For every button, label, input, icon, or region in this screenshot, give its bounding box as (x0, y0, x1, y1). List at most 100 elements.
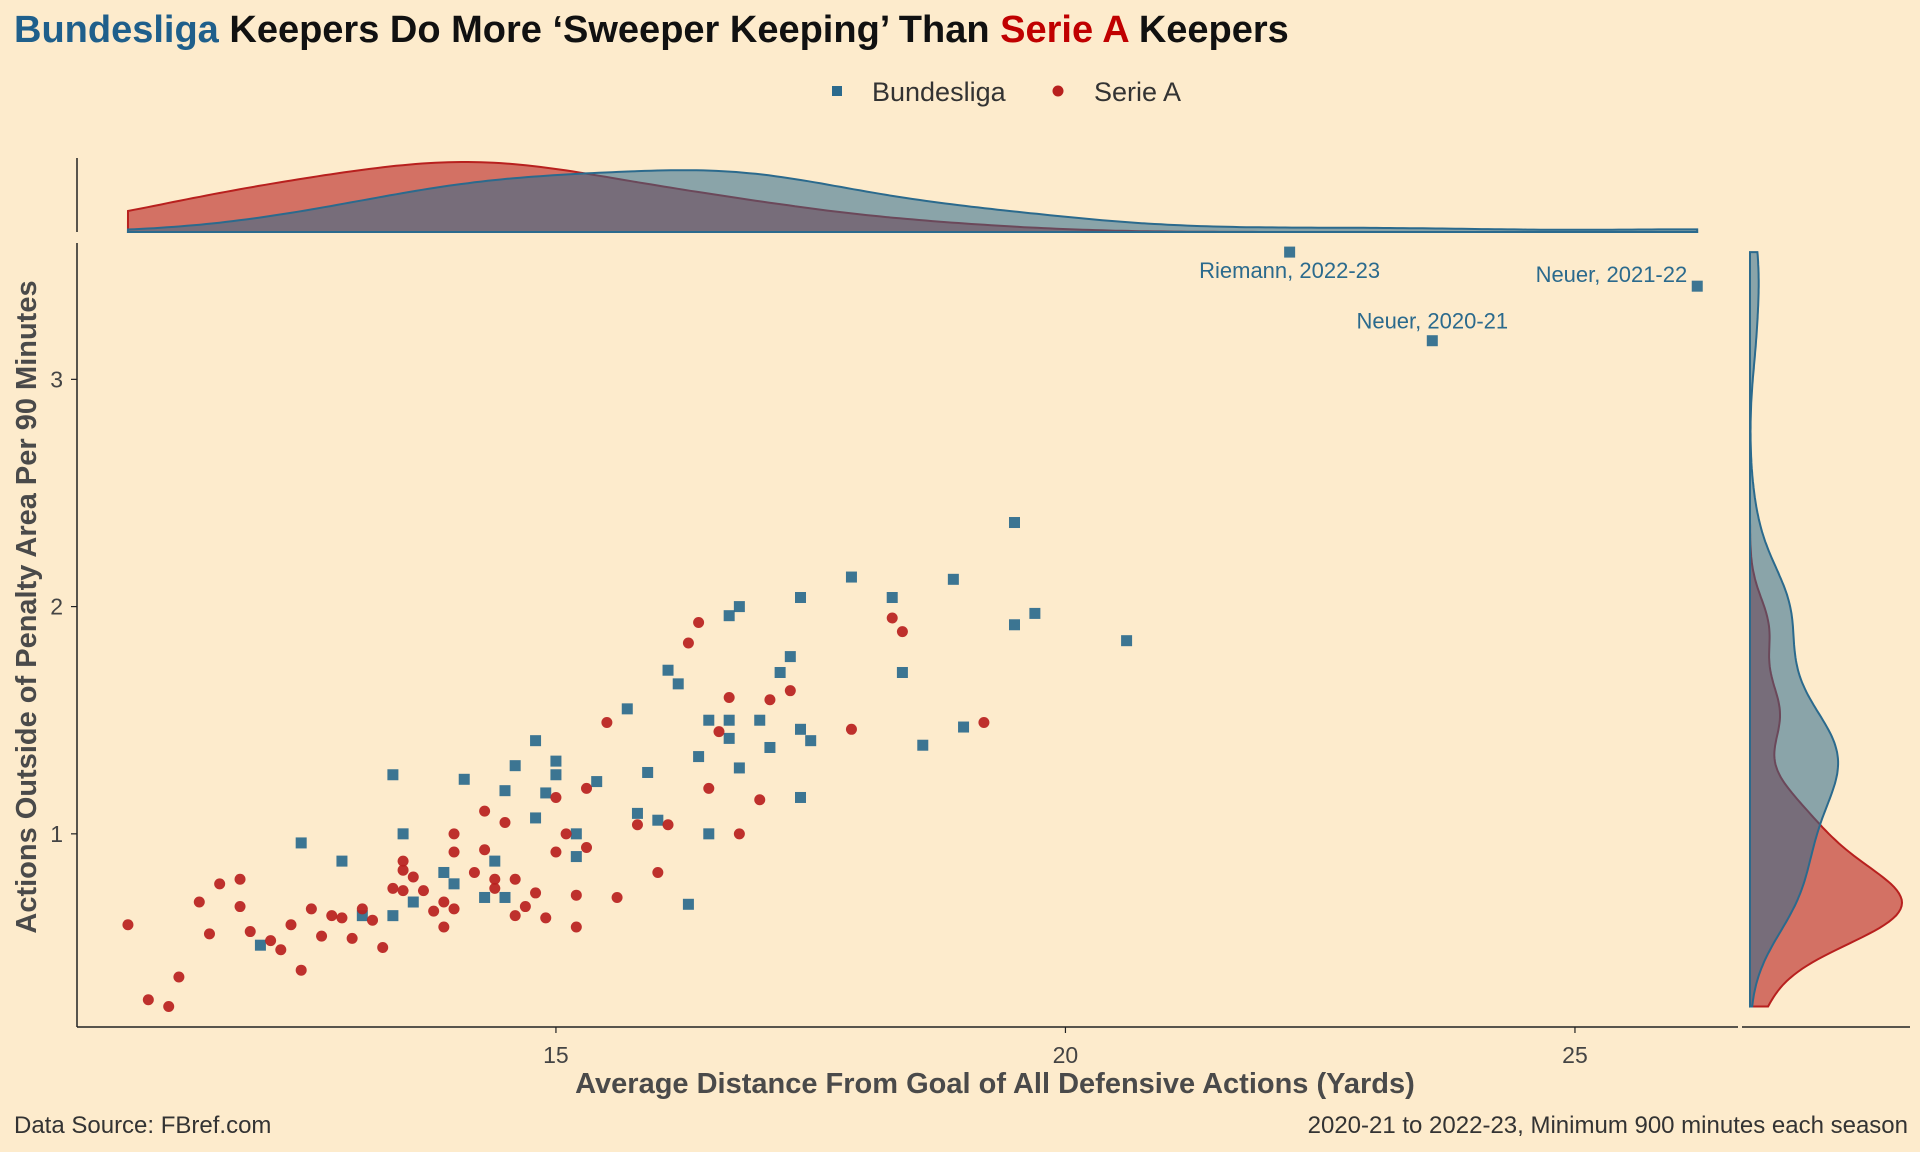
seriea-point (601, 716, 613, 728)
bundesliga-point (795, 723, 807, 735)
bundesliga-point (631, 807, 643, 819)
bundesliga-point (438, 866, 450, 878)
seriea-point (754, 794, 766, 806)
seriea-point (631, 819, 643, 831)
seriea-point (581, 841, 593, 853)
seriea-point (122, 919, 134, 931)
bundesliga-point (295, 837, 307, 849)
seriea-point (764, 694, 776, 706)
bundesliga-point (1008, 517, 1020, 529)
bundesliga-point (896, 666, 908, 678)
y-tick-label: 2 (50, 594, 63, 620)
bundesliga-point (805, 735, 817, 747)
seriea-point (326, 910, 338, 922)
bundesliga-point (356, 910, 368, 922)
seriea-point (519, 901, 531, 913)
seriea-point (214, 878, 226, 890)
seriea-point (611, 891, 623, 903)
bundesliga-point (479, 891, 491, 903)
x-tick-label: 25 (1562, 1042, 1588, 1068)
bundesliga-point (723, 732, 735, 744)
title-seriea: Serie A (1000, 9, 1129, 51)
seriea-point (387, 882, 399, 894)
bundesliga-point (886, 592, 898, 604)
y-tick-label: 3 (50, 366, 63, 392)
bundesliga-point (1121, 635, 1133, 647)
bundesliga-point (1008, 619, 1020, 631)
seriea-point (560, 828, 572, 840)
seriea-point (295, 964, 307, 976)
legend-seriea-marker (1052, 85, 1064, 97)
seriea-point (530, 887, 542, 899)
seriea-point (428, 905, 440, 917)
bundesliga-point (570, 828, 582, 840)
seriea-point (234, 901, 246, 913)
bundesliga-point (652, 814, 664, 826)
bundesliga-point (397, 828, 409, 840)
right-density-panel (1742, 251, 1910, 1028)
bundesliga-point (499, 891, 511, 903)
x-tick-label: 15 (543, 1042, 569, 1068)
seriea-point (652, 866, 664, 878)
seriea-point (896, 626, 908, 638)
seriea-point (397, 864, 409, 876)
annotations: Riemann, 2022-23 Neuer, 2020-21 Neuer, 202… (1199, 258, 1687, 334)
bundesliga-point (723, 610, 735, 622)
seriea-point (693, 617, 705, 629)
y-ticks: 1 2 3 (50, 366, 77, 847)
bundesliga-point (733, 762, 745, 774)
bundesliga-point (1029, 607, 1041, 619)
caption-source: Data Source: FBref.com (14, 1112, 271, 1139)
top-density-panel (76, 158, 1699, 233)
legend: Bundesliga Serie A (832, 77, 1181, 107)
bundesliga-point (550, 755, 562, 767)
seriea-point (417, 885, 429, 897)
series-seriea (122, 612, 990, 1013)
seriea-point (407, 871, 419, 883)
seriea-point (163, 1001, 175, 1013)
y-tick-label: 1 (50, 821, 63, 847)
bundesliga-point (845, 571, 857, 583)
seriea-point (784, 685, 796, 697)
seriea-point (397, 885, 409, 897)
seriea-point (173, 971, 185, 983)
bundesliga-point (795, 592, 807, 604)
bundesliga-point (387, 769, 399, 781)
seriea-point (489, 882, 501, 894)
bundesliga-point (448, 878, 460, 890)
x-ticks: 15 20 25 (543, 1027, 1588, 1068)
bundesliga-point (254, 939, 266, 951)
scatter-panel: 15 20 25 1 2 3 Riemann, 2022-23 Neuer, 2020-2… (50, 243, 1738, 1068)
bundesliga-point (591, 776, 603, 788)
seriea-point (733, 828, 745, 840)
legend-bundesliga-marker (832, 86, 842, 96)
bundesliga-point (530, 812, 542, 824)
caption-period: 2020-21 to 2022-23, Minimum 900 minutes … (1308, 1112, 1908, 1139)
bundesliga-point (489, 855, 501, 867)
bundesliga-point (693, 751, 705, 763)
seriea-point (570, 921, 582, 933)
bundesliga-point (1426, 335, 1438, 347)
title-end: Keepers (1128, 9, 1289, 51)
seriea-point (316, 930, 328, 942)
bundesliga-point (703, 714, 715, 726)
seriea-point (581, 782, 593, 794)
bundesliga-point (764, 741, 776, 753)
seriea-point (978, 716, 990, 728)
annotation-label: Neuer, 2020-21 (1356, 309, 1508, 334)
seriea-point (703, 782, 715, 794)
seriea-point (438, 896, 450, 908)
seriea-point (193, 896, 205, 908)
seriea-point (397, 855, 409, 867)
seriea-point (275, 944, 287, 956)
legend-bundesliga-label: Bundesliga (872, 77, 1007, 107)
seriea-point (438, 921, 450, 933)
seriea-point (234, 873, 246, 885)
seriea-point (499, 816, 511, 828)
bundesliga-point (795, 791, 807, 803)
bundesliga-point (509, 760, 521, 772)
x-axis-title: Average Distance From Goal of All Defens… (575, 1068, 1415, 1100)
bundesliga-point (774, 666, 786, 678)
seriea-point (203, 928, 215, 940)
